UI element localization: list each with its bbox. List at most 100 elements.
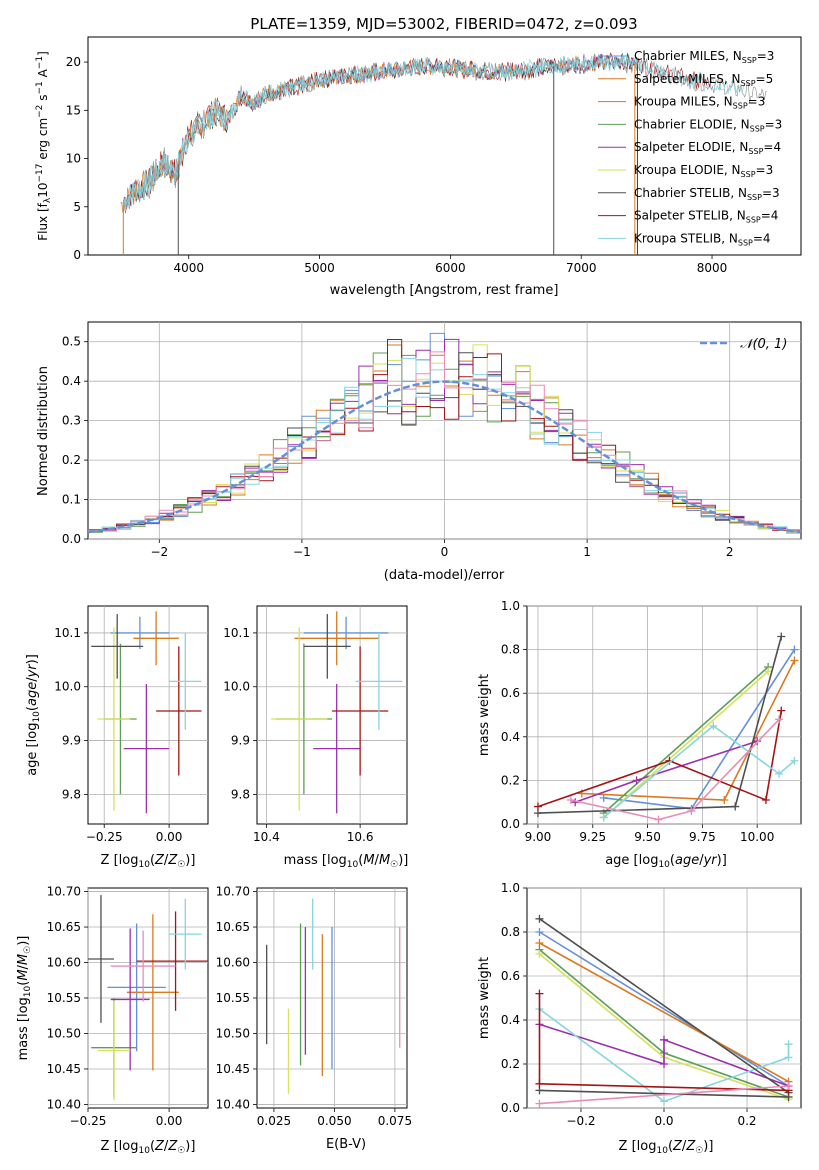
- y-tick-label: 0.5: [62, 335, 81, 349]
- mass-vs-ebv-x-label: E(B-V): [326, 1137, 366, 1152]
- weight-marker: [535, 1100, 543, 1108]
- age-vs-mass-panel: 10.4 10.6 9.8 9.9 10.0 10.1 mass [log10(M/M☉)…: [223, 606, 408, 870]
- weight-marker: [790, 646, 798, 654]
- spectrum-legend: Chabrier MILES, NSSP=3 Salpeter MILES, NS…: [598, 49, 782, 247]
- weight-marker: [762, 796, 770, 804]
- legend-label: Kroupa MILES, NSSP=3: [634, 95, 765, 111]
- figure: PLATE=1359, MJD=53002, FIBERID=0472, z=0…: [0, 0, 819, 1170]
- y-tick-label: 1.0: [501, 881, 520, 895]
- weight-marker: [720, 796, 728, 804]
- y-tick-label: 10.60: [216, 956, 250, 970]
- y-tick-label: 10.1: [54, 626, 81, 640]
- x-tick-label: 0.0: [654, 1114, 673, 1128]
- weight-vs-age-y-label: mass weight: [477, 674, 492, 756]
- weight-marker: [535, 928, 543, 936]
- y-tick-label: 9.9: [231, 734, 250, 748]
- y-tick-label: 0.8: [501, 643, 520, 657]
- x-tick-label: 10.4: [253, 830, 280, 844]
- legend-label: Salpeter MILES, NSSP=5: [634, 72, 773, 88]
- y-tick-label: 9.9: [62, 734, 81, 748]
- y-tick-label: 0.1: [62, 493, 81, 507]
- weight-series-line: [582, 661, 795, 801]
- x-tick-label: 5000: [304, 261, 335, 275]
- x-tick-label: 0.00: [156, 830, 183, 844]
- spectrum-model-line: [123, 54, 712, 210]
- y-tick-label: 10.70: [47, 885, 81, 899]
- x-tick-label: 1: [583, 545, 591, 559]
- age-vs-metallicity-panel: −0.25 0.009.89.910.010.1 Z [log10(Z/Z☉)] …: [25, 606, 208, 870]
- y-tick-label: 1.0: [501, 599, 520, 613]
- x-tick-label: 0.2: [737, 1114, 756, 1128]
- mass-vs-z-y-label: mass [log10(M/M☉)]: [16, 936, 33, 1061]
- weight-vs-age-panel: 9.00 9.25 9.50 9.75 10.000.00.20.40.60.81.0 …: [477, 599, 801, 870]
- x-tick-label: 9.50: [634, 830, 661, 844]
- x-tick-label: −1: [293, 545, 311, 559]
- age-vs-z-x-label: Z [log10(Z/Z☉)]: [101, 853, 196, 870]
- residual-histogram-panel: (data-model)/error Normed distribution −…: [36, 322, 801, 583]
- spectrum-panel: wavelength [Angstrom, rest frame] Flux […: [35, 37, 801, 298]
- weight-marker: [785, 1040, 793, 1048]
- x-tick-label: −0.2: [566, 1114, 595, 1128]
- x-tick-label: 10.00: [740, 830, 774, 844]
- weight-vs-metallicity-panel: −0.2 0.0 0.20.00.20.40.60.81.0 Z [log10(Z/…: [477, 881, 801, 1156]
- x-tick-label: 10.6: [347, 830, 374, 844]
- mass-vs-z-x-label: Z [log10(Z/Z☉)]: [101, 1139, 196, 1156]
- weight-marker: [660, 1060, 668, 1068]
- y-tick-label: 10.55: [216, 991, 250, 1005]
- weight-series-line: [571, 719, 779, 819]
- x-tick-label: 4000: [173, 261, 204, 275]
- y-tick-label: 0.8: [501, 925, 520, 939]
- y-tick-label: 9.8: [231, 787, 250, 801]
- y-tick-label: 15: [66, 103, 81, 117]
- weight-marker: [633, 776, 641, 784]
- y-tick-label: 10.0: [223, 680, 250, 694]
- y-tick-label: 0.4: [62, 374, 81, 388]
- legend-label: Kroupa ELODIE, NSSP=3: [634, 163, 773, 179]
- legend-label: Chabrier ELODIE, NSSP=3: [634, 117, 782, 133]
- y-tick-label: 0.3: [62, 414, 81, 428]
- y-tick-label: 0.0: [501, 1101, 520, 1115]
- legend-label: Salpeter ELODIE, NSSP=4: [634, 140, 781, 156]
- x-tick-label: −2: [150, 545, 168, 559]
- y-tick-label: 10.40: [216, 1097, 250, 1111]
- y-tick-label: 20: [66, 55, 81, 69]
- y-tick-label: 10.40: [47, 1097, 81, 1111]
- histogram-y-label: Normed distribution: [36, 366, 51, 496]
- weight-marker: [777, 707, 785, 715]
- y-tick-label: 0.6: [501, 969, 520, 983]
- y-tick-label: 10.55: [47, 991, 81, 1005]
- y-tick-label: 0.0: [501, 817, 520, 831]
- y-tick-label: 10: [66, 152, 81, 166]
- y-tick-label: 10.0: [54, 680, 81, 694]
- weight-marker: [785, 1082, 793, 1090]
- weight-vs-z-x-label: Z [log10(Z/Z☉)]: [619, 1139, 714, 1156]
- y-tick-label: 0.2: [62, 453, 81, 467]
- y-tick-label: 10.45: [47, 1062, 81, 1076]
- x-tick-label: 0: [441, 545, 449, 559]
- legend-label: Kroupa STELIB, NSSP=4: [634, 231, 771, 247]
- age-vs-mass-x-label: mass [log10(M/M☉)]: [284, 853, 409, 870]
- y-tick-label: 0.0: [62, 532, 81, 546]
- y-tick-label: 10.60: [47, 956, 81, 970]
- mass-vs-metallicity-panel: −0.25 0.00 10.40 10.45 10.50 10.55 10.60 10.65 1…: [16, 885, 208, 1156]
- y-tick-label: 0.4: [501, 730, 520, 744]
- legend-label: Chabrier MILES, NSSP=3: [634, 49, 774, 65]
- y-tick-label: 10.65: [47, 920, 81, 934]
- x-tick-label: 9.75: [689, 830, 716, 844]
- x-tick-label: −0.25: [70, 1114, 107, 1128]
- y-tick-label: 5: [73, 200, 81, 214]
- figure-title: PLATE=1359, MJD=53002, FIBERID=0472, z=0…: [250, 15, 637, 33]
- weight-vs-z-y-label: mass weight: [477, 957, 492, 1039]
- y-tick-label: 10.70: [216, 885, 250, 899]
- weight-marker: [655, 816, 663, 824]
- y-tick-label: 0.4: [501, 1013, 520, 1027]
- weight-marker: [535, 1080, 543, 1088]
- x-tick-label: 0.050: [317, 1114, 351, 1128]
- y-tick-label: 10.45: [216, 1062, 250, 1076]
- x-tick-label: 0.00: [156, 1114, 183, 1128]
- x-tick-label: 2: [726, 545, 734, 559]
- x-tick-label: 9.00: [525, 830, 552, 844]
- x-tick-label: 0.075: [378, 1114, 412, 1128]
- y-tick-label: 10.50: [47, 1026, 81, 1040]
- y-tick-label: 10.50: [216, 1026, 250, 1040]
